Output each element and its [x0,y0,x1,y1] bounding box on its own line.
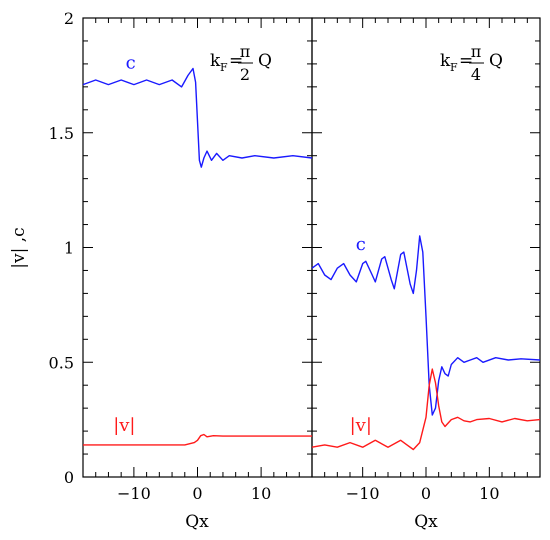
lines-layer [82,67,541,451]
right-x-tick-label: 0 [421,484,431,503]
left-x-tick-label: 0 [192,484,202,503]
right-kf-num: π [471,42,482,61]
left-series-c-label: c [126,52,136,73]
right-series-c-line [311,235,541,416]
right-kf-sub: F [450,61,458,74]
y-tick-label: 1.5 [49,124,74,143]
left-x-tick-label: −10 [117,484,151,503]
y-tick-label: 2 [64,9,74,28]
right-kf-q: Q [489,51,503,71]
ticks-layer [82,17,541,478]
left-series-v-label: |v| [113,415,135,436]
right-series-c-label: c [356,234,366,255]
right-kf-k: k [440,51,451,71]
left-kf-eq: = [229,51,243,71]
left-series-v-line [83,433,312,446]
right-x-tick-label: −10 [346,484,380,503]
labels-layer: −10 0 10 0 0.5 1 1.5 2 c |v| −10 0 10 c |v| [49,9,500,503]
right-kf-den: 4 [471,65,481,84]
right-series-v-line [311,368,541,451]
y-tick-label: 1 [64,239,74,258]
right-series-v-label: |v| [350,415,372,436]
y-tick-label: 0.5 [49,353,74,372]
left-x-axis-title: Qx [185,512,209,532]
left-x-tick-label: 10 [251,484,271,503]
y-axis-title: |v| ,c [9,227,29,268]
right-kf-eq: = [459,51,473,71]
left-kf-annotation: k F = π 2 Q [210,42,272,84]
right-x-axis-title: Qx [414,512,438,532]
right-panel-frame [311,17,541,478]
left-kf-sub: F [220,61,228,74]
y-tick-label: 0 [64,468,74,487]
right-kf-annotation: k F = π 4 Q [440,42,503,84]
left-panel-frame [82,17,313,478]
left-kf-k: k [210,51,221,71]
left-kf-num: π [240,42,251,61]
left-series-c-line [82,67,313,168]
left-kf-den: 2 [240,65,250,84]
right-x-tick-label: 10 [479,484,499,503]
left-kf-q: Q [258,51,272,71]
